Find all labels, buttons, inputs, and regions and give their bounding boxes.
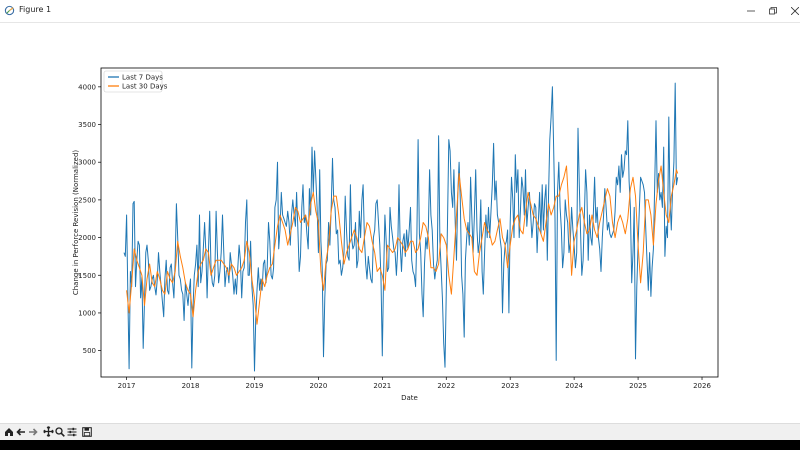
series-line-last-30-days xyxy=(126,165,679,325)
y-axis: 500 1000 1500 2000 2500 3000 3500 4000 xyxy=(78,83,101,355)
maximize-button[interactable] xyxy=(762,0,784,22)
x-tick-label: 2025 xyxy=(629,382,647,390)
zoom-icon xyxy=(55,426,65,437)
y-tick-label: 3500 xyxy=(78,121,96,129)
x-axis: 2017 2018 2019 2020 2021 2022 2023 2024 2025 2026 xyxy=(118,377,711,390)
pan-button[interactable] xyxy=(42,425,54,438)
matplotlib-app-icon xyxy=(4,5,15,16)
x-tick-label: 2023 xyxy=(501,382,519,390)
save-button[interactable] xyxy=(81,425,93,438)
y-tick-label: 1500 xyxy=(78,272,96,280)
y-tick-label: 1000 xyxy=(78,309,96,317)
back-button[interactable] xyxy=(15,425,27,438)
close-icon xyxy=(791,7,799,15)
minimize-icon xyxy=(747,10,755,12)
save-icon xyxy=(82,426,92,437)
figure-canvas[interactable]: 2017 2018 2019 2020 2021 2022 2023 2024 2025 2026… xyxy=(0,23,800,423)
legend-box xyxy=(103,70,163,93)
y-tick-label: 2500 xyxy=(78,196,96,204)
title-bar: Figure 1 xyxy=(0,0,800,23)
back-icon xyxy=(16,427,25,436)
y-axis-label: Change in Perforce Revision (Normalized) xyxy=(72,150,80,296)
x-tick-label: 2024 xyxy=(565,382,583,390)
x-axis-label: Date xyxy=(401,394,418,402)
navigation-toolbar xyxy=(0,423,800,440)
pan-icon xyxy=(42,426,54,437)
home-button[interactable] xyxy=(3,425,15,438)
legend: Last 7 Days Last 30 Days xyxy=(103,70,168,93)
x-tick-label: 2017 xyxy=(118,382,136,390)
x-tick-label: 2020 xyxy=(309,382,327,390)
zoom-button[interactable] xyxy=(54,425,66,438)
series-layer xyxy=(123,82,679,372)
x-tick-label: 2018 xyxy=(182,382,200,390)
configure-icon xyxy=(67,427,77,436)
taskbar xyxy=(0,440,800,450)
y-tick-label: 2000 xyxy=(78,234,96,242)
x-tick-label: 2019 xyxy=(246,382,264,390)
axes-frame xyxy=(100,67,719,378)
legend-label-last-7-days: Last 7 Days xyxy=(122,74,163,82)
forward-button[interactable] xyxy=(27,425,39,438)
series-line-last-7-days xyxy=(123,82,679,372)
minimize-button[interactable] xyxy=(740,0,762,22)
y-tick-label: 4000 xyxy=(78,83,96,91)
y-tick-label: 500 xyxy=(83,347,96,355)
x-tick-label: 2021 xyxy=(373,382,391,390)
x-tick-label: 2026 xyxy=(693,382,711,390)
line-chart[interactable]: 2017 2018 2019 2020 2021 2022 2023 2024 2025 2026… xyxy=(0,23,800,423)
home-icon xyxy=(5,427,13,436)
x-tick-label: 2022 xyxy=(437,382,455,390)
restore-icon xyxy=(769,7,777,15)
window-title: Figure 1 xyxy=(19,5,52,14)
forward-icon xyxy=(29,427,38,436)
close-button[interactable] xyxy=(784,0,800,22)
y-tick-label: 3000 xyxy=(78,159,96,167)
legend-label-last-30-days: Last 30 Days xyxy=(122,83,168,91)
configure-button[interactable] xyxy=(66,425,78,438)
